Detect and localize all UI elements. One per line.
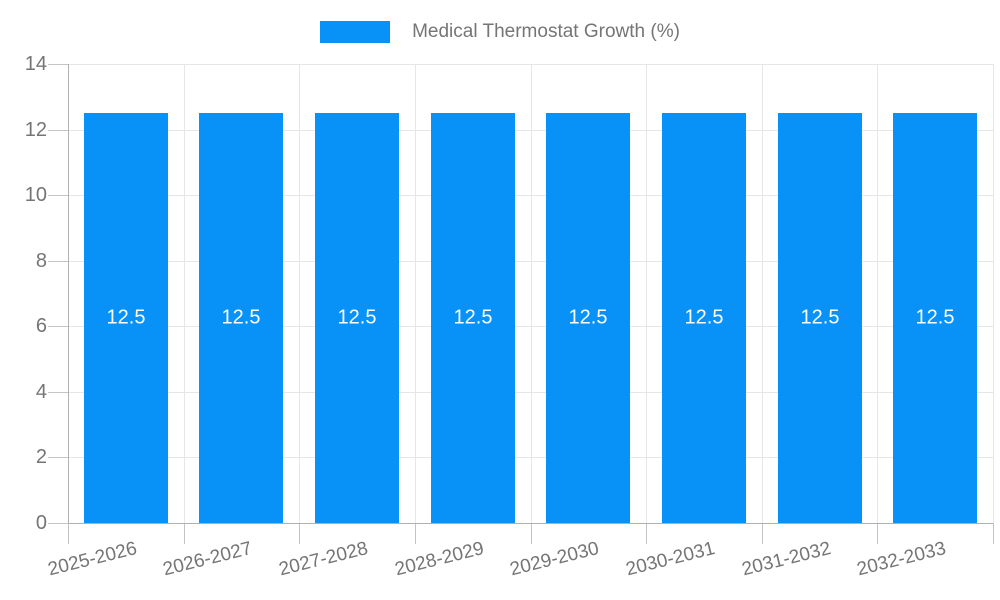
bar[interactable]: 12.5 [546,113,630,523]
bar[interactable]: 12.5 [662,113,746,523]
y-axis-tick-label: 14 [24,53,47,75]
y-axis-tick-label: 2 [35,446,47,469]
bar[interactable]: 12.5 [893,113,977,523]
x-axis-label: 2030-2031 [623,538,718,581]
x-axis-tick [414,523,416,544]
y-axis-tick-label: 0 [35,512,47,534]
y-axis-tick [48,457,68,459]
gridline-vertical [530,64,532,523]
x-axis-baseline [68,523,993,524]
y-axis-tick [48,523,68,524]
x-axis-label: 2026-2027 [161,538,255,581]
bar-value-label: 12.5 [453,306,493,329]
x-axis-tick [299,523,301,544]
bar-value-label: 12.5 [106,306,146,329]
bar-value-label: 12.5 [915,306,955,329]
bar[interactable]: 12.5 [778,113,862,523]
x-axis-tick [183,523,185,544]
bar-value-label: 12.5 [568,306,608,329]
gridline-vertical [414,64,416,523]
bar-value-label: 12.5 [221,306,261,329]
y-axis-tick-label: 4 [35,380,47,403]
y-axis-tick-label: 8 [35,249,47,272]
y-axis-tick [48,195,68,197]
legend: Medical Thermostat Growth (%) [0,17,1000,47]
y-axis-tick-label: 10 [24,184,47,207]
x-axis-tick [530,523,532,544]
x-axis-tick [993,523,994,544]
x-axis-label: 2028-2029 [392,538,486,581]
x-axis-label: 2029-2030 [508,538,602,581]
x-axis-tick [877,523,879,544]
y-axis-tick [48,326,68,328]
legend-item[interactable]: Medical Thermostat Growth (%) [320,21,680,43]
gridline-vertical [877,64,879,523]
y-axis-tick [48,64,68,65]
bar[interactable]: 12.5 [431,113,515,523]
gridline-vertical [761,64,763,523]
bar-value-label: 12.5 [684,306,724,329]
x-axis-tick [761,523,763,544]
legend-swatch [320,21,391,43]
y-axis-tick [48,260,68,262]
x-axis-label: 2031-2032 [739,538,833,581]
gridline-vertical [299,64,301,523]
x-axis-tick [68,523,69,544]
x-axis-tick [646,523,648,544]
bar[interactable]: 12.5 [199,113,283,523]
x-axis-label: 2027-2028 [276,538,371,581]
y-axis-tick [48,129,68,131]
bar-value-label: 12.5 [800,306,840,329]
bar-value-label: 12.5 [337,306,377,329]
bar[interactable]: 12.5 [84,113,168,523]
gridline-vertical [183,64,185,523]
bar[interactable]: 12.5 [315,113,399,523]
gridline-vertical [646,64,648,523]
x-axis-label: 2032-2033 [855,538,949,581]
y-axis-tick [48,391,68,393]
x-axis-label: 2025-2026 [45,538,139,581]
y-axis-tick-label: 12 [24,118,47,141]
gridline-vertical [993,64,994,523]
legend-label: Medical Thermostat Growth (%) [412,21,680,42]
y-axis-tick-label: 6 [35,315,47,338]
y-axis-line [68,64,69,523]
